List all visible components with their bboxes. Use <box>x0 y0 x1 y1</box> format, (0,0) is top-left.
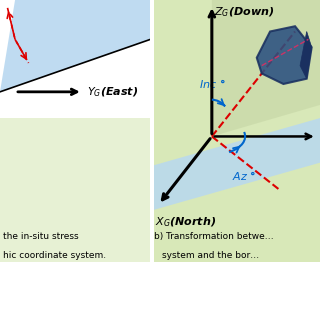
Text: $X_G$(North): $X_G$(North) <box>155 215 217 229</box>
Text: system and the bor…: system and the bor… <box>162 251 259 260</box>
Text: hic coordinate system.: hic coordinate system. <box>3 251 106 260</box>
Text: b) Transformation betwe…: b) Transformation betwe… <box>154 232 273 241</box>
Text: $Y_G$(East): $Y_G$(East) <box>87 85 139 99</box>
Polygon shape <box>0 118 150 262</box>
Polygon shape <box>0 0 150 92</box>
Polygon shape <box>154 118 320 210</box>
Polygon shape <box>257 26 312 84</box>
Polygon shape <box>0 0 150 262</box>
Text: $Az$ °: $Az$ ° <box>232 169 256 182</box>
Text: $Inc$ °: $Inc$ ° <box>198 77 225 91</box>
Polygon shape <box>212 0 320 136</box>
Text: the in-situ stress: the in-situ stress <box>3 232 79 241</box>
Polygon shape <box>154 0 320 262</box>
Polygon shape <box>300 31 312 79</box>
Text: $Z_G$(Down): $Z_G$(Down) <box>213 5 274 19</box>
